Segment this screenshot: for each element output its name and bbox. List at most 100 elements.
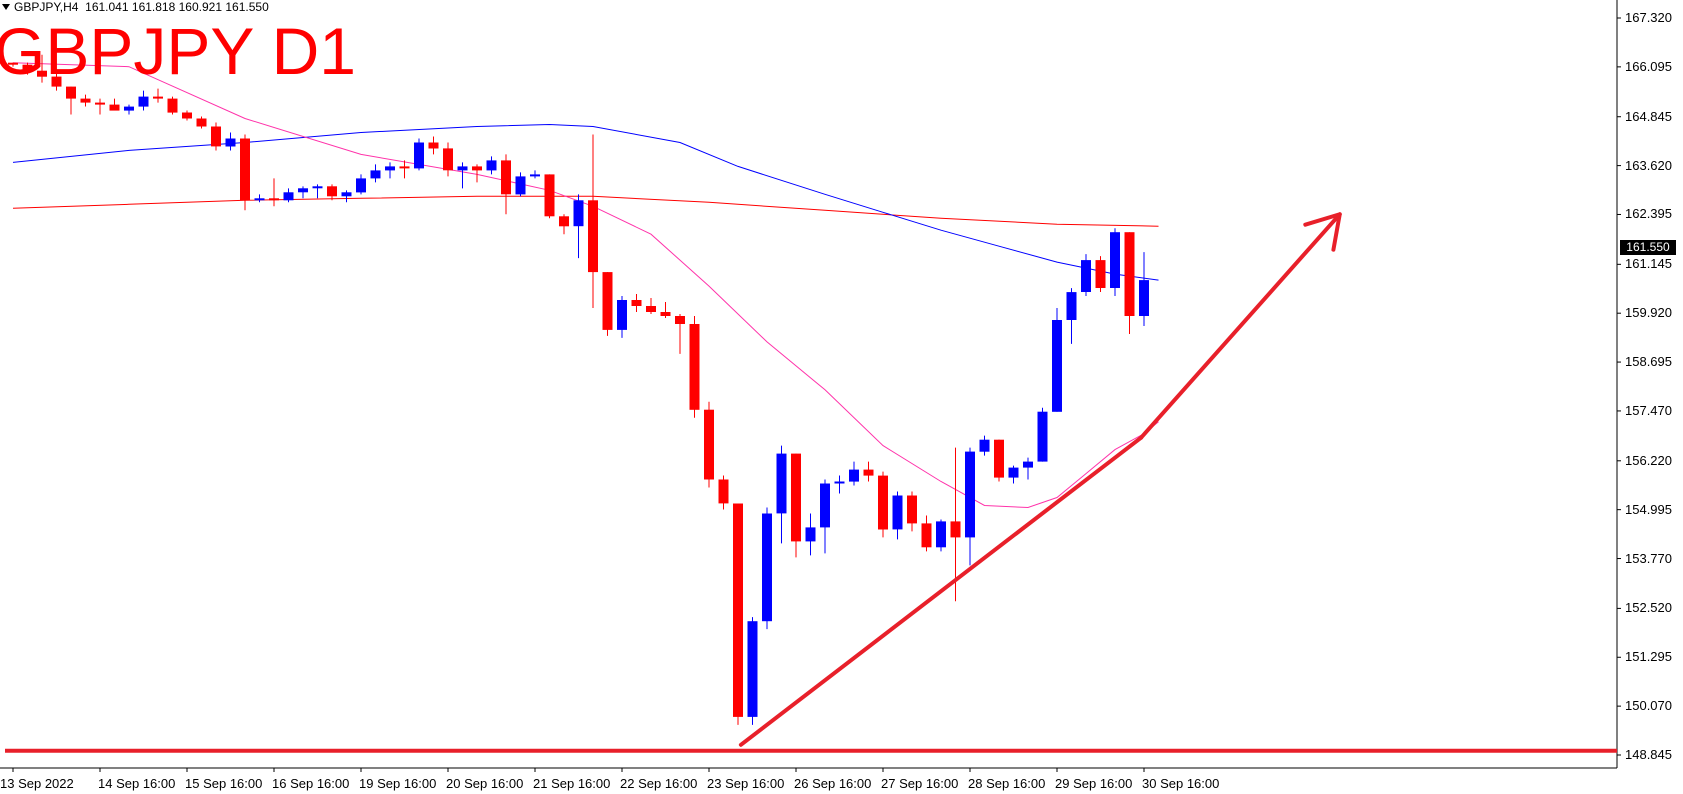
price-tick-label: 156.220 (1625, 452, 1672, 468)
time-tick-label: 29 Sep 16:00 (1055, 776, 1133, 791)
candle-body (950, 521, 961, 538)
last-price-tag: 161.550 (1620, 240, 1676, 255)
candle-body (762, 513, 772, 622)
candle-body (979, 439, 990, 452)
candle-body (631, 300, 642, 306)
time-tick-label: 20 Sep 16:00 (446, 776, 524, 791)
candle-body (225, 138, 236, 147)
candle-body (936, 521, 946, 548)
candle-body (921, 523, 932, 548)
candle-body (385, 166, 395, 171)
candle-body (776, 453, 787, 514)
candle-body (95, 102, 105, 105)
candle-body (689, 324, 700, 410)
time-tick-label: 14 Sep 16:00 (98, 776, 176, 791)
candle-body (907, 495, 917, 524)
candle-body (153, 96, 163, 99)
candle-body (544, 174, 555, 217)
price-tick-label: 166.095 (1625, 58, 1672, 74)
time-tick-label: 13 Sep 2022 (0, 776, 74, 791)
candle-body (457, 166, 468, 171)
price-tick-label: 153.770 (1625, 550, 1672, 566)
candle-body (22, 64, 33, 71)
time-tick-label: 27 Sep 16:00 (881, 776, 959, 791)
price-tick-label: 159.920 (1625, 305, 1672, 321)
ohlc-high: 161.818 (131, 0, 176, 14)
candle-body (747, 621, 758, 717)
time-tick-label: 23 Sep 16:00 (707, 776, 785, 791)
candle-body (791, 453, 801, 542)
candle-body (863, 469, 874, 476)
price-tick-label: 151.295 (1625, 649, 1672, 665)
candle-body (805, 527, 816, 542)
price-tick-label: 161.145 (1625, 256, 1672, 272)
candle-body (283, 192, 294, 201)
candle-body (820, 483, 830, 528)
candle-body (327, 186, 337, 197)
candle-body (994, 439, 1004, 478)
candle-body (196, 118, 207, 127)
candle-body (8, 62, 18, 65)
candle-body (559, 216, 569, 227)
chart-info-line: GBPJPY,H4 161.041 161.818 160.921 161.55… (0, 0, 269, 14)
time-tick-label: 21 Sep 16:00 (533, 776, 611, 791)
candle-body (878, 475, 888, 530)
time-tick-label: 28 Sep 16:00 (968, 776, 1046, 791)
candle-body (428, 142, 439, 149)
candle-body (51, 76, 62, 87)
time-tick-label: 16 Sep 16:00 (272, 776, 350, 791)
time-tick-label: 15 Sep 16:00 (185, 776, 263, 791)
candle-body (37, 70, 47, 77)
candle-body (530, 174, 540, 177)
time-tick-label: 22 Sep 16:00 (620, 776, 698, 791)
time-tick-label: 26 Sep 16:00 (794, 776, 872, 791)
overlay-title: GBPJPY D1 (0, 14, 356, 88)
candle-body (399, 166, 410, 169)
candle-body (356, 178, 366, 193)
candle-body (1066, 292, 1077, 320)
price-tick-label: 163.620 (1625, 157, 1672, 173)
candle-body (312, 186, 323, 189)
candle-body (588, 200, 598, 273)
candle-body (718, 479, 729, 504)
time-tick-label: 30 Sep 16:00 (1142, 776, 1220, 791)
ma-fast-line (12, 62, 1159, 509)
price-tick-label: 162.395 (1625, 206, 1672, 222)
ohlc-close: 161.550 (225, 0, 269, 14)
candle-body (1037, 411, 1048, 462)
candle-body (704, 409, 714, 480)
candle-body (269, 198, 279, 201)
candle-body (849, 469, 859, 482)
trendline (738, 435, 1144, 747)
price-tick-label: 157.470 (1625, 402, 1672, 418)
candle-body (1124, 232, 1135, 316)
ma-mid-line (12, 123, 1159, 281)
candle-body (965, 451, 975, 538)
candle-body (1052, 320, 1062, 412)
candle-body (124, 106, 134, 111)
candle-body (501, 160, 511, 195)
candle-body (472, 166, 482, 171)
candle-body (240, 138, 250, 201)
symbol-timeframe: GBPJPY,H4 (14, 0, 79, 14)
candle-body (834, 481, 845, 484)
candle-body (341, 192, 352, 197)
candle-body (298, 188, 308, 193)
candle-body (211, 126, 221, 147)
price-tick-label: 150.070 (1625, 698, 1672, 714)
candle-body (80, 98, 91, 103)
dropdown-triangle-icon[interactable] (2, 4, 10, 11)
arrow-head-icon (1303, 212, 1342, 252)
candle-body (138, 96, 149, 107)
ohlc-open: 161.041 (85, 0, 129, 14)
candle-body (733, 503, 743, 717)
candle-body (602, 272, 613, 330)
candle-body (370, 170, 381, 179)
price-tick-label: 154.995 (1625, 501, 1672, 517)
time-tick-label: 19 Sep 16:00 (359, 776, 437, 791)
candle-body (66, 86, 76, 99)
price-tick-label: 158.695 (1625, 354, 1672, 370)
candle-body (167, 98, 178, 113)
